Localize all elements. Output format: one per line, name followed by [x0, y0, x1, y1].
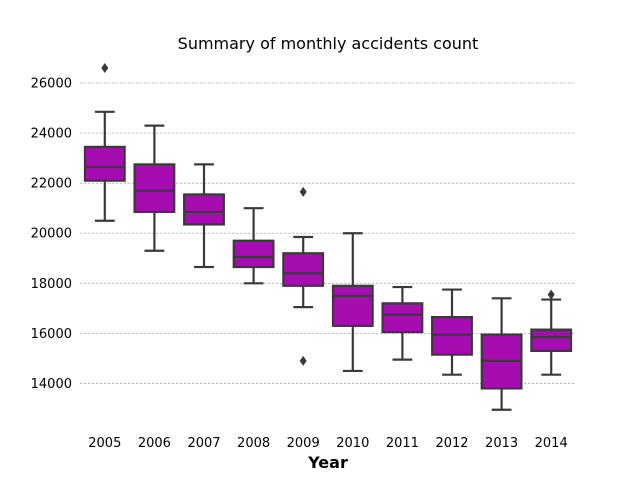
box-2006 — [133, 124, 176, 252]
box-2010 — [331, 232, 374, 373]
iqr-box — [282, 252, 325, 287]
outlier-point — [547, 289, 555, 300]
x-tick-label: 2008 — [237, 436, 270, 451]
box-2008 — [232, 207, 275, 285]
y-axis-ticks: 14000 16000 18000 20000 22000 24000 26000 — [31, 77, 72, 392]
iqr-box — [431, 316, 473, 356]
x-tick-label: 2005 — [88, 436, 121, 451]
x-axis-ticks: 2005 2006 2007 2008 2009 2010 2011 2012 2013 2014 — [88, 436, 567, 451]
iqr-box — [232, 239, 275, 269]
x-tick-label: 2013 — [485, 436, 518, 451]
grid-lines — [80, 82, 576, 384]
x-tick-label: 2011 — [386, 436, 419, 451]
y-tick-label: 24000 — [31, 127, 72, 142]
iqr-box — [183, 193, 225, 226]
outlier-point — [299, 355, 307, 366]
box-2005 — [83, 63, 126, 222]
iqr-box — [133, 163, 176, 214]
iqr-box — [331, 284, 374, 327]
x-tick-label: 2009 — [287, 436, 320, 451]
x-tick-label: 2010 — [336, 436, 369, 451]
box-2012 — [431, 288, 473, 376]
iqr-box — [381, 302, 424, 334]
iqr-box — [83, 145, 126, 182]
y-tick-label: 22000 — [31, 177, 72, 192]
x-tick-label: 2006 — [138, 436, 171, 451]
x-tick-label: 2012 — [435, 436, 468, 451]
box-2007 — [183, 163, 225, 269]
box-2011 — [381, 285, 424, 361]
y-tick-label: 18000 — [31, 277, 72, 292]
x-tick-label: 2014 — [535, 436, 568, 451]
iqr-box — [530, 328, 573, 352]
x-tick-label: 2007 — [187, 436, 220, 451]
outlier-point — [299, 186, 307, 197]
outlier-point — [101, 63, 109, 74]
boxes-layer — [83, 63, 573, 411]
x-axis-label: Year — [307, 453, 348, 472]
y-tick-label: 14000 — [31, 377, 72, 392]
box-2009 — [282, 186, 325, 366]
y-tick-label: 26000 — [31, 77, 72, 92]
box-2014 — [530, 289, 573, 376]
y-tick-label: 16000 — [31, 327, 72, 342]
box-2013 — [480, 297, 523, 411]
chart-title: Summary of monthly accidents count — [178, 34, 479, 53]
y-tick-label: 20000 — [31, 227, 72, 242]
